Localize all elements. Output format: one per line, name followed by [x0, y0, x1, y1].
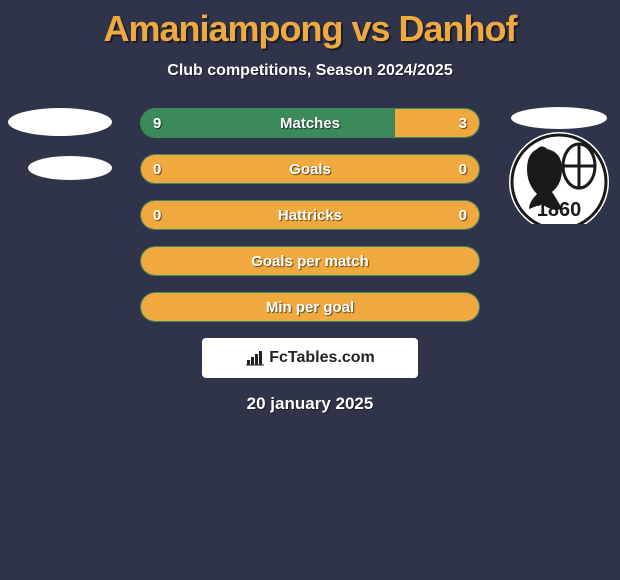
badge-year-text: 1860	[537, 199, 582, 221]
page-subtitle: Club competitions, Season 2024/2025	[0, 62, 620, 80]
right-club-badge: 1860	[507, 104, 612, 224]
stat-row: 00Goals	[140, 154, 480, 184]
branding-badge: FcTables.com	[202, 338, 418, 378]
stat-bars: 93Matches 00Goals 00Hattricks Goals per mat…	[140, 108, 480, 322]
bar-chart-icon	[245, 350, 265, 366]
page-title: Amaniampong vs Danhof	[0, 0, 620, 50]
stat-row: Min per goal	[140, 292, 480, 322]
stat-label: Min per goal	[141, 293, 479, 321]
stat-label: Goals per match	[141, 247, 479, 275]
placeholder-badge-icon	[8, 104, 113, 184]
stat-row: Goals per match	[140, 246, 480, 276]
branding-text: FcTables.com	[269, 349, 375, 367]
club-1860-badge-icon: 1860	[507, 104, 612, 224]
stat-row: 00Hattricks	[140, 200, 480, 230]
stat-label: Goals	[141, 155, 479, 183]
comparison-chart: 1860 93Matches 00Goals 00Hattricks Goals pe…	[0, 108, 620, 322]
date-line: 20 january 2025	[0, 394, 620, 414]
stat-row: 93Matches	[140, 108, 480, 138]
stat-label: Matches	[141, 109, 479, 137]
stat-label: Hattricks	[141, 201, 479, 229]
left-club-badge	[8, 104, 113, 184]
